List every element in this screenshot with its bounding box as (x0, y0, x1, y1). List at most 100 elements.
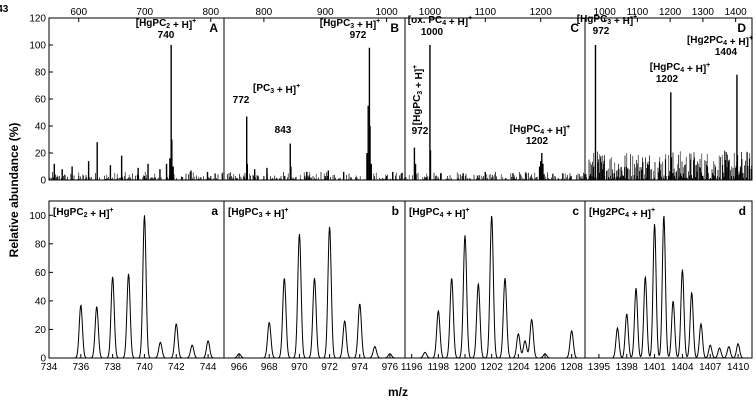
baseline-noise (585, 150, 752, 181)
y-tick-label: 40 (35, 122, 47, 133)
x-tick-label: 700 (136, 7, 153, 18)
y-tick-label: 20 (35, 325, 47, 336)
x-tick-label: 740 (136, 362, 153, 373)
x-tick-label: 976 (382, 362, 399, 373)
x-tick-label: 1300 (692, 7, 715, 18)
y-tick-label: 80 (35, 68, 47, 79)
peak-annotation: [HgPC3 + H]+ (577, 14, 638, 27)
panel-C: 1000 1100 1200 C [ox. PC4 + H]+1000 [HgPC3 + … (404, 7, 586, 181)
peak-mz-label: 740 (158, 30, 175, 41)
peak-annotation: [PC3 + H]+ (253, 83, 300, 96)
y-tick-label: 100 (29, 211, 46, 222)
panel-c: 1196 1198 1200 1202 1204 1206 1208 c [HgPC4 + H]… (401, 200, 586, 373)
peak-mz-label: 1404 (715, 47, 738, 58)
baseline-noise (405, 171, 585, 181)
x-tick-label: 1000 (375, 7, 398, 18)
y-tick-label: 20 (35, 149, 47, 160)
x-tick-label: 1200 (659, 7, 682, 18)
baseline-noise (224, 172, 405, 181)
species-label: [HgPC4 + H]+ (409, 207, 470, 220)
peak-annotation: [HgPC3 + H]+ (320, 18, 381, 31)
peak-mz-label: 1202 (656, 74, 679, 85)
panel-letter: b (392, 204, 399, 218)
y-tick-label: 100 (29, 41, 46, 52)
x-tick-label: 974 (351, 362, 368, 373)
baseline-noise (49, 171, 224, 181)
x-tick-label: 1198 (428, 362, 450, 373)
panel-letter: A (209, 21, 218, 35)
x-tick-label: 742 (168, 362, 185, 373)
x-tick-label: 1395 (588, 362, 611, 373)
peak-mz-label: 972 (350, 30, 367, 41)
panel-frame (584, 200, 753, 359)
x-tick-label: 1410 (727, 362, 750, 373)
species-label: [Hg2PC4 + H]+ (589, 207, 655, 220)
x-tick-label: 1200 (530, 7, 553, 18)
peak-annotation: [HgPC2 + H]+ (136, 18, 197, 31)
species-label: [HgPC2 + H]+ (53, 207, 114, 220)
x-tick-label: 1100 (475, 7, 497, 18)
x-tick-label: 736 (72, 362, 89, 373)
y-axis-label: Relative abundance (%) (7, 123, 21, 258)
x-tick-label: 1407 (699, 362, 722, 373)
isotope-profile (49, 215, 224, 359)
peak-mz-label: 772 (233, 95, 250, 106)
x-tick-label: 1202 (481, 362, 504, 373)
y-tick-label: 0 (40, 176, 46, 187)
panel-D: 1000 1100 1200 1300 1400 D [HgPC3 + H]+972 [HgP… (577, 7, 753, 181)
x-tick-label: 1401 (643, 362, 666, 373)
x-tick-label: 1196 (401, 362, 423, 373)
panel-frame (48, 200, 225, 359)
y-tick-label: 0 (40, 354, 46, 365)
x-tick-label: 900 (317, 7, 334, 18)
panel-letter: a (211, 204, 218, 218)
x-axis-label: m/z (388, 385, 408, 399)
x-tick-label: 1200 (454, 362, 477, 373)
panel-letter: C (570, 21, 579, 35)
x-tick-label: 800 (202, 7, 219, 18)
peak-annotation: [HgPC4 + H]+ (510, 124, 571, 137)
peak-mz-label: 1000 (421, 27, 444, 38)
panel-A: 600 700 800 0 20 40 60 80 100 120 A [HgPC2 + H]+740 (29, 7, 225, 187)
panel-a: 734 736 738 740 742 744 0 20 40 60 80 100 a [HgPC2 + … (29, 200, 225, 373)
x-tick-label: 744 (200, 362, 217, 373)
x-tick-label: 970 (291, 362, 308, 373)
peak-mz-label: 843 (0, 4, 9, 15)
x-tick-label: 1000 (419, 7, 442, 18)
species-label: [HgPC3 + H]+ (228, 207, 289, 220)
x-tick-label: 1208 (561, 362, 584, 373)
panel-B: 800 900 1000 B [PC3 + H]+772 843 [HgPC3 + H]+9… (0, 4, 406, 181)
panel-frame (404, 17, 586, 181)
panel-letter: B (390, 21, 399, 35)
x-tick-label: 734 (41, 362, 58, 373)
y-tick-label: 60 (35, 95, 47, 106)
x-tick-label: 738 (104, 362, 121, 373)
peak-mz-label: 972 (593, 26, 610, 37)
y-tick-label: 40 (35, 296, 47, 307)
panel-frame (223, 17, 406, 181)
peak-annotation: [Hg2PC4 + H]+ (687, 35, 753, 48)
x-tick-label: 968 (261, 362, 278, 373)
x-tick-label: 1100 (627, 7, 649, 18)
peak-annotation: [ox. PC4 + H]+ (408, 15, 472, 28)
x-tick-label: 1000 (594, 7, 617, 18)
x-tick-label: 1206 (534, 362, 557, 373)
x-tick-label: 800 (256, 7, 273, 18)
y-tick-label: 80 (35, 239, 47, 250)
panel-d: 1395 1398 1401 1404 1407 1410 d [Hg2PC4 + H]+ (584, 200, 753, 373)
isotope-profile (224, 226, 405, 359)
peak-mz-label: 1202 (526, 136, 549, 147)
panel-letter: c (572, 204, 579, 218)
x-tick-label: 1398 (616, 362, 639, 373)
x-tick-label: 600 (70, 7, 87, 18)
y-tick-label: 120 (29, 14, 46, 25)
panel-frame (48, 17, 225, 181)
x-tick-label: 1404 (671, 362, 694, 373)
panel-letter: d (739, 204, 746, 218)
x-tick-label: 972 (321, 362, 338, 373)
peak-mz-label: 972 (412, 126, 429, 137)
x-tick-label: 1204 (507, 362, 530, 373)
isotope-profile (585, 215, 752, 359)
